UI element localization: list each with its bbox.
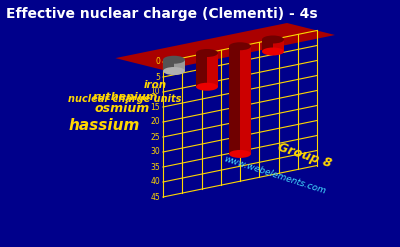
Text: 45: 45 <box>150 192 160 202</box>
Text: 20: 20 <box>150 118 160 126</box>
Ellipse shape <box>163 56 185 64</box>
Polygon shape <box>196 53 207 87</box>
Text: 25: 25 <box>150 132 160 142</box>
Ellipse shape <box>196 49 218 57</box>
Text: Group 8: Group 8 <box>276 140 334 170</box>
Text: 10: 10 <box>150 87 160 97</box>
Polygon shape <box>163 60 174 71</box>
Text: osmium: osmium <box>95 103 150 116</box>
Text: hassium: hassium <box>69 118 140 132</box>
Text: nuclear charge units: nuclear charge units <box>68 94 181 104</box>
Text: 0: 0 <box>155 58 160 66</box>
Ellipse shape <box>262 36 284 43</box>
Text: 40: 40 <box>150 178 160 186</box>
Polygon shape <box>273 40 284 52</box>
Polygon shape <box>240 46 251 154</box>
Ellipse shape <box>229 150 251 158</box>
Polygon shape <box>174 60 185 71</box>
Text: iron: iron <box>144 80 167 90</box>
Polygon shape <box>207 53 218 87</box>
Text: Effective nuclear charge (Clementi) - 4s: Effective nuclear charge (Clementi) - 4s <box>6 7 318 21</box>
Text: 35: 35 <box>150 163 160 171</box>
Ellipse shape <box>163 67 185 75</box>
Ellipse shape <box>196 83 218 91</box>
Text: ruthenium: ruthenium <box>93 92 158 102</box>
Ellipse shape <box>229 42 251 50</box>
Text: 30: 30 <box>150 147 160 157</box>
Polygon shape <box>262 40 273 52</box>
Ellipse shape <box>262 47 284 56</box>
Text: 5: 5 <box>155 73 160 82</box>
Polygon shape <box>163 30 317 197</box>
Text: 15: 15 <box>150 103 160 111</box>
Polygon shape <box>229 46 240 154</box>
Text: www.webelements.com: www.webelements.com <box>223 154 327 196</box>
Polygon shape <box>116 23 335 70</box>
